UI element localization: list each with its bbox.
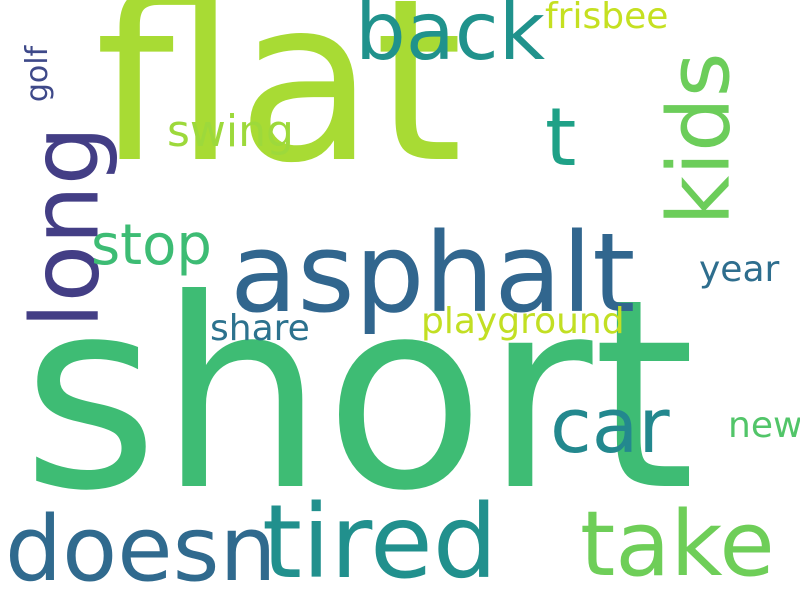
word-back: back — [355, 0, 546, 78]
word-short: short — [22, 243, 696, 548]
word-take: take — [580, 492, 775, 597]
word-asphalt: asphalt — [230, 209, 636, 337]
word-t: t — [545, 91, 577, 184]
word-frisbee: frisbee — [545, 0, 669, 37]
word-year: year — [699, 249, 780, 290]
word-new: new — [728, 405, 800, 446]
word-playground: playground — [421, 301, 625, 342]
word-tired: tired — [262, 483, 498, 600]
word-stop: stop — [91, 213, 212, 278]
word-flat: flat — [95, 0, 463, 213]
word-share: share — [210, 308, 310, 349]
word-car: car — [550, 381, 670, 470]
word-swing: swing — [167, 106, 294, 157]
word-doesn: doesn — [5, 497, 277, 600]
word-golf: golf — [20, 45, 56, 103]
word-kids: kids — [649, 52, 750, 226]
